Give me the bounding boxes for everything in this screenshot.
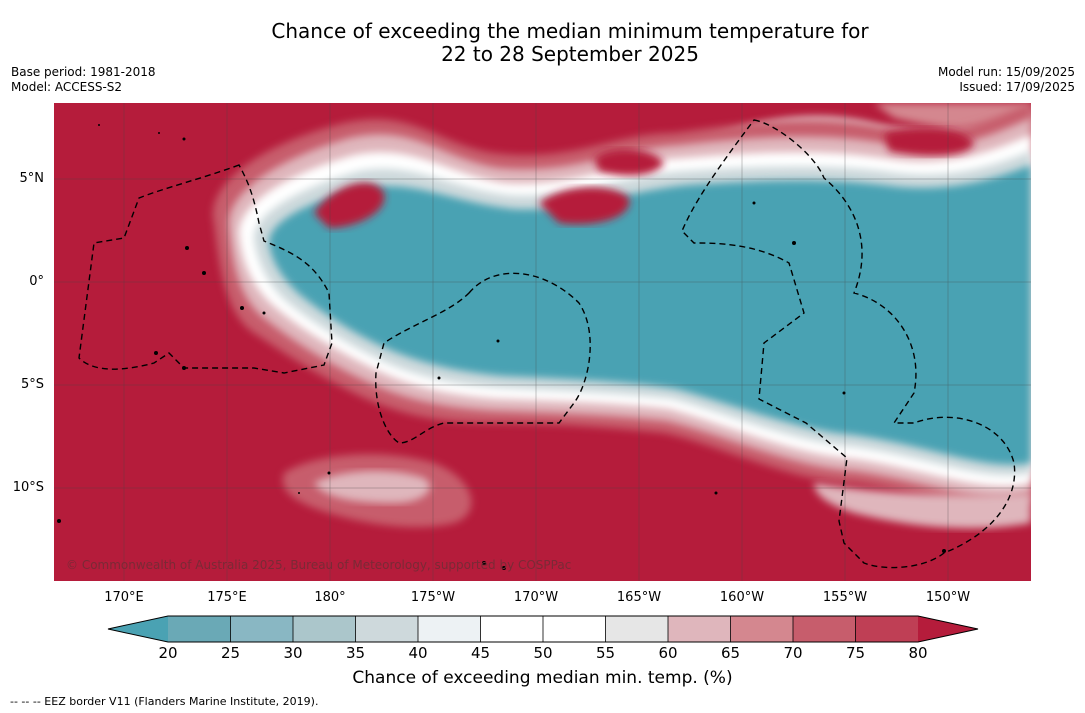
map-title: Chance of exceeding the median minimum t… (0, 20, 1085, 66)
map-field (54, 103, 1031, 581)
lat-label-5s: 5°S (20, 377, 44, 392)
graticule (54, 103, 1031, 581)
run-info: Model run: 15/09/2025 Issued: 17/09/2025 (938, 65, 1075, 95)
colorbar-tick-label: 70 (783, 644, 803, 662)
lon-label-170w: 170°W (513, 590, 559, 605)
colorbar-bin (355, 616, 419, 642)
colorbar-bin (543, 616, 606, 642)
colorbar (107, 615, 979, 643)
lon-label-155w: 155°W (822, 590, 868, 605)
colorbar-extend-high (918, 616, 978, 642)
colorbar-bin (168, 616, 231, 642)
colorbar-tick-label: 75 (845, 644, 866, 662)
copyright-credit: © Commonwealth of Australia 2025, Bureau… (66, 558, 572, 572)
model-run-date: Model run: 15/09/2025 (937, 65, 1075, 79)
colorbar-tick-label: 50 (533, 644, 553, 662)
colorbar-bin (668, 616, 731, 642)
model-name: Model: ACCESS-S2 (11, 80, 123, 94)
lat-label-5n: 5°N (19, 171, 45, 186)
colorbar-tick-label: 20 (158, 644, 178, 662)
colorbar-bin (730, 616, 794, 642)
colorbar-bin (293, 616, 356, 642)
map-panel[interactable] (54, 103, 1031, 581)
colorbar-bin (605, 616, 669, 642)
lon-label-180: 180° (314, 590, 346, 605)
colorbar-tick-label: 55 (595, 644, 616, 662)
colorbar-bin (480, 616, 544, 642)
colorbar-bin (418, 616, 481, 642)
colorbar-tick-label: 45 (470, 644, 491, 662)
colorbar-tick-label: 60 (658, 644, 678, 662)
colorbar-bin (230, 616, 294, 642)
lon-label-150w: 150°W (925, 590, 971, 605)
lon-label-175e: 175°E (207, 590, 247, 605)
lat-label-10s: 10°S (12, 480, 44, 495)
lon-label-170e: 170°E (104, 590, 144, 605)
eez-borders (78, 119, 1016, 569)
base-period: Base period: 1981-2018 (11, 65, 156, 79)
lon-label-175w: 175°W (410, 590, 456, 605)
model-info: Base period: 1981-2018 Model: ACCESS-S2 (11, 65, 156, 95)
colorbar-tick-label: 25 (220, 644, 241, 662)
colorbar-extend-low (108, 616, 168, 642)
title-line-1: Chance of exceeding the median minimum t… (271, 19, 869, 43)
lon-label-165w: 165°W (616, 590, 662, 605)
colorbar-tick-label: 30 (283, 644, 303, 662)
islands (57, 124, 946, 570)
lon-label-160w: 160°W (719, 590, 765, 605)
colorbar-bin (855, 616, 919, 642)
colorbar-tick-label: 40 (408, 644, 428, 662)
colorbar-tick-label: 35 (345, 644, 366, 662)
issued-date: Issued: 17/09/2025 (959, 80, 1075, 94)
colorbar-bin (793, 616, 856, 642)
eez-legend-note: -- -- -- EEZ border V11 (Flanders Marine… (10, 695, 319, 708)
colorbar-label: Chance of exceeding median min. temp. (%… (352, 668, 733, 688)
title-line-2: 22 to 28 September 2025 (441, 42, 699, 66)
colorbar-tick-label: 80 (908, 644, 928, 662)
lat-label-0: 0° (29, 274, 44, 289)
colorbar-tick-label: 65 (720, 644, 741, 662)
